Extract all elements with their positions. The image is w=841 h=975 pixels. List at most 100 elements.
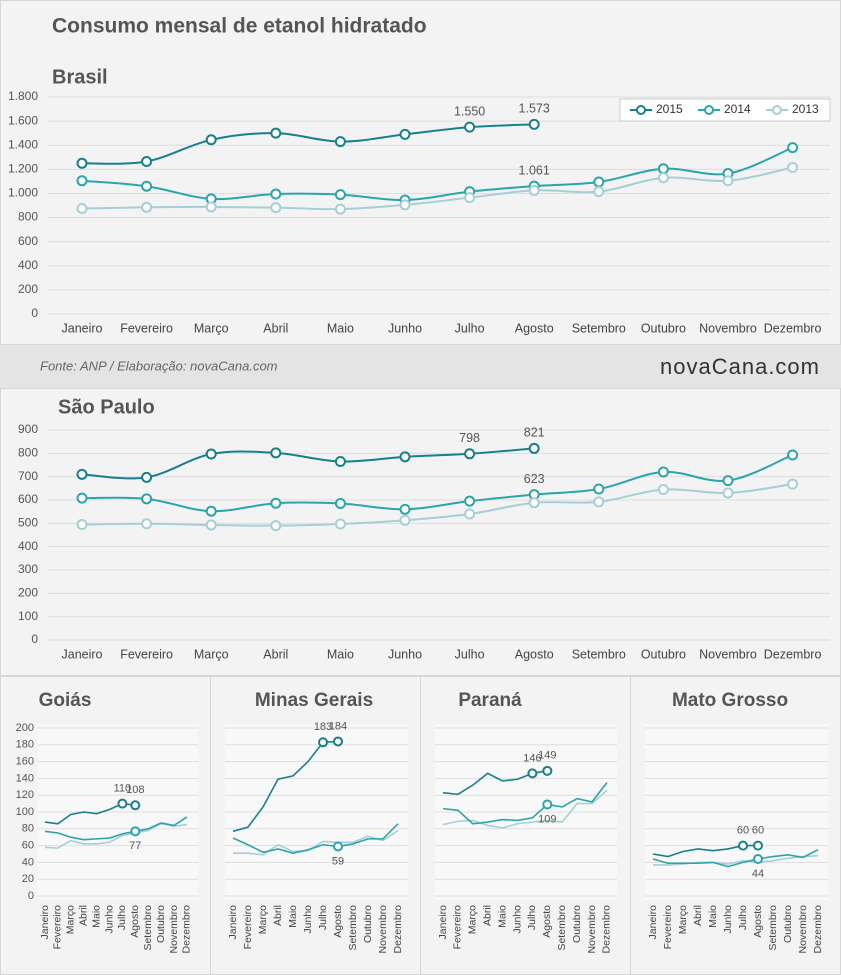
point (270, 127, 282, 139)
y-tick-label: 0 (31, 306, 38, 320)
value-label: 110 (114, 783, 132, 795)
point (528, 184, 540, 196)
y-tick-label: 200 (18, 282, 38, 296)
y-tick-label: 0 (31, 632, 38, 646)
x-tick-label: Setembro (572, 321, 626, 335)
x-tick-label: Maio (707, 905, 719, 928)
x-tick-label: Julho (526, 905, 538, 930)
legend-label: 2013 (792, 102, 819, 116)
chart-title: Paraná (458, 690, 522, 711)
point (334, 136, 346, 148)
value-label: 798 (459, 431, 480, 445)
point (542, 765, 553, 776)
value-label: 821 (524, 426, 545, 440)
x-tick-label: Dezembro (181, 905, 193, 954)
value-label: 146 (523, 752, 541, 764)
x-tick-label: Dezembro (392, 905, 404, 954)
y-tick-label: 600 (18, 492, 38, 506)
point (117, 798, 128, 809)
point (464, 192, 476, 204)
point (270, 447, 282, 459)
x-tick-label: Fevereiro (662, 905, 674, 950)
point (205, 505, 217, 517)
x-tick-label: Abril (263, 321, 288, 335)
x-tick-label: Julho (737, 905, 749, 930)
x-tick-label: Julho (116, 905, 128, 930)
x-tick-label: Janeiro (227, 905, 239, 940)
y-tick-label: 180 (16, 739, 34, 751)
point (205, 448, 217, 460)
y-tick-label: 1.200 (8, 162, 38, 176)
x-tick-label: Junho (722, 905, 734, 934)
series-line (81, 166, 793, 211)
series-line (44, 822, 188, 849)
y-tick-label: 1.800 (8, 89, 38, 103)
point (593, 483, 605, 495)
x-tick-label: Fevereiro (242, 905, 254, 950)
chart-title: Goiás (39, 690, 92, 711)
point (76, 519, 88, 530)
y-tick-label: 700 (18, 469, 38, 483)
value-label: 183 (314, 721, 332, 733)
x-tick-label: Novembro (377, 905, 389, 954)
y-tick-label: 900 (18, 422, 38, 436)
y-tick-label: 1.400 (8, 137, 38, 151)
y-tick-label: 120 (16, 789, 34, 801)
x-tick-label: Janeiro (647, 905, 659, 940)
point (787, 162, 799, 174)
y-tick-label: 200 (16, 722, 34, 734)
y-tick-label: 160 (16, 756, 34, 768)
x-tick-label: Agosto (541, 905, 553, 938)
point (593, 186, 605, 198)
x-tick-label: Julho (455, 647, 485, 661)
y-tick-label: 600 (18, 234, 38, 248)
point (334, 189, 346, 201)
value-label: 44 (752, 868, 764, 880)
x-tick-label: Maio (90, 905, 102, 928)
value-label: 1.061 (519, 163, 550, 177)
point (528, 442, 540, 454)
series-line (233, 829, 399, 856)
x-tick-label: Agosto (515, 647, 554, 661)
point (464, 121, 476, 133)
x-tick-label: Janeiro (62, 321, 103, 335)
x-tick-label: Maio (287, 905, 299, 928)
legend-label: 2014 (724, 102, 751, 116)
x-tick-label: Junho (302, 905, 314, 934)
x-tick-label: Junho (388, 647, 422, 661)
point (722, 175, 734, 187)
y-tick-label: 800 (18, 446, 38, 460)
x-tick-label: Setembro (347, 905, 359, 951)
value-label: 109 (538, 813, 556, 825)
source: Fonte: ANP / Elaboração: novaCana.com (40, 358, 278, 373)
y-tick-label: 40 (22, 856, 34, 868)
x-tick-label: Abril (77, 905, 89, 926)
point (76, 175, 88, 187)
point (593, 176, 605, 188)
series-line (44, 816, 188, 841)
x-tick-label: Novembro (586, 905, 598, 954)
x-tick-label: Agosto (752, 905, 764, 938)
y-tick-label: 100 (18, 609, 38, 623)
x-tick-label: Dezembro (764, 647, 822, 661)
x-tick-label: Janeiro (437, 905, 449, 940)
x-tick-label: Fevereiro (120, 647, 173, 661)
y-tick-label: 400 (18, 539, 38, 553)
y-tick-label: 200 (18, 586, 38, 600)
point (528, 497, 540, 509)
point (270, 497, 282, 509)
point (787, 142, 799, 154)
point (76, 468, 88, 480)
x-tick-label: Março (65, 905, 77, 934)
point (464, 448, 476, 460)
point (399, 128, 411, 140)
point (399, 503, 411, 515)
y-tick-label: 500 (18, 516, 38, 530)
x-tick-label: Outubro (155, 905, 167, 943)
point (787, 478, 799, 490)
x-tick-label: Junho (511, 905, 523, 934)
point (76, 492, 88, 504)
point (527, 768, 538, 779)
point (464, 495, 476, 507)
